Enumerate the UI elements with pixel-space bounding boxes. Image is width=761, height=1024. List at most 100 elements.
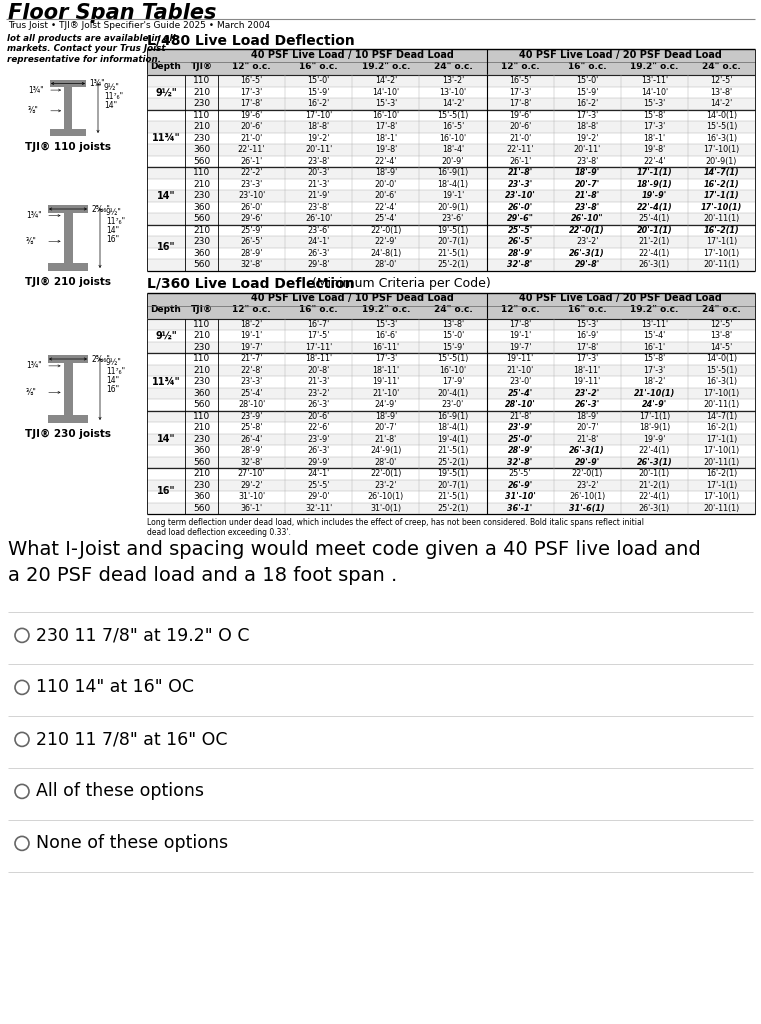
Text: 17'-10(1): 17'-10(1) (701, 203, 742, 212)
Text: 21'-2(1): 21'-2(1) (638, 480, 670, 489)
Text: 17'-3': 17'-3' (240, 88, 263, 96)
Text: 16": 16" (157, 486, 175, 496)
Text: 23'-2': 23'-2' (576, 238, 598, 246)
Text: 25'-9': 25'-9' (240, 225, 263, 234)
Text: 15'-4': 15'-4' (643, 331, 665, 340)
Bar (147, 445, 755, 457)
Text: 24'-9': 24'-9' (642, 400, 667, 410)
Text: 25'-2(1): 25'-2(1) (437, 504, 469, 513)
Text: 15'-5(1): 15'-5(1) (438, 111, 469, 120)
Text: TJI® 210 joists: TJI® 210 joists (25, 278, 111, 287)
Text: 14": 14" (104, 101, 117, 110)
Text: Long term deflection under dead load, which includes the effect of creep, has no: Long term deflection under dead load, wh… (147, 518, 644, 538)
Text: 28'-10': 28'-10' (505, 400, 536, 410)
Text: 20'-7': 20'-7' (575, 180, 600, 188)
Text: 22'-6': 22'-6' (307, 423, 330, 432)
Text: 17'-10(1): 17'-10(1) (703, 493, 740, 502)
Text: 19'-9': 19'-9' (642, 191, 667, 201)
Text: 22'-8': 22'-8' (240, 366, 263, 375)
Bar (147, 457, 755, 468)
Text: 26'-5': 26'-5' (240, 238, 263, 246)
Text: 360: 360 (193, 389, 210, 397)
Text: Floor Span Tables: Floor Span Tables (8, 3, 216, 23)
Text: 22'-0(1): 22'-0(1) (370, 469, 402, 478)
Text: 560: 560 (193, 400, 210, 410)
Text: 23'-0': 23'-0' (442, 400, 464, 410)
Text: 560: 560 (193, 214, 210, 223)
Text: 29'-6': 29'-6' (240, 214, 263, 223)
Text: 21'-3': 21'-3' (307, 180, 330, 188)
Bar (147, 98, 755, 110)
Bar (147, 330, 755, 341)
Text: 210: 210 (193, 366, 210, 375)
Text: 9½": 9½" (155, 331, 177, 341)
Text: 17'-3': 17'-3' (509, 88, 531, 96)
Text: 16'-10': 16'-10' (439, 366, 466, 375)
Text: 26'-10': 26'-10' (305, 214, 333, 223)
Text: 14'-7(1): 14'-7(1) (704, 168, 739, 177)
Text: All of these options: All of these options (36, 782, 204, 801)
Text: 20'-11(1): 20'-11(1) (703, 214, 740, 223)
Bar (147, 365, 755, 376)
Bar (147, 248, 755, 259)
Text: 28'-0': 28'-0' (374, 458, 397, 467)
Bar (147, 213, 755, 224)
Text: 26'-3(1): 26'-3(1) (638, 504, 670, 513)
Text: 19.2" o.c.: 19.2" o.c. (630, 62, 679, 71)
Text: 26'-9': 26'-9' (508, 480, 533, 489)
Text: 22'-0(1): 22'-0(1) (370, 225, 402, 234)
Text: 17'-10(1): 17'-10(1) (703, 389, 740, 397)
Text: 17'-5': 17'-5' (307, 331, 330, 340)
Text: 13'-10': 13'-10' (439, 88, 466, 96)
Text: 19.2" o.c.: 19.2" o.c. (630, 305, 679, 314)
Text: 26'-3': 26'-3' (307, 446, 330, 456)
Text: 22'-4': 22'-4' (374, 157, 397, 166)
Text: 210: 210 (193, 331, 210, 340)
Text: 230 11 7/8" at 19.2" O C: 230 11 7/8" at 19.2" O C (36, 627, 250, 644)
Text: TJI® 110 joists: TJI® 110 joists (25, 142, 111, 153)
Text: 16" o.c.: 16" o.c. (299, 62, 338, 71)
Text: 26'-3(1): 26'-3(1) (636, 458, 672, 467)
Text: 230: 230 (193, 377, 210, 386)
Bar (147, 387, 755, 399)
Text: 20'-9(1): 20'-9(1) (438, 203, 469, 212)
Text: 25'-0': 25'-0' (508, 435, 533, 443)
Text: 18'-4': 18'-4' (442, 145, 464, 155)
Text: 18'-11': 18'-11' (305, 354, 333, 364)
Bar (147, 202, 755, 213)
Text: 14'-0(1): 14'-0(1) (706, 354, 737, 364)
Text: 20'-7(1): 20'-7(1) (438, 238, 469, 246)
Text: 560: 560 (193, 504, 210, 513)
Text: 230: 230 (193, 99, 210, 109)
Text: 14": 14" (106, 376, 119, 385)
Text: lot all products are available in all
markets. Contact your Trus Joist
represent: lot all products are available in all ma… (7, 34, 176, 63)
Text: 20'-9(1): 20'-9(1) (705, 157, 737, 166)
Text: 32'-8': 32'-8' (508, 458, 533, 467)
Text: 24'-1': 24'-1' (307, 469, 330, 478)
Text: 16'-9(1): 16'-9(1) (438, 412, 469, 421)
Text: 9½": 9½" (155, 87, 177, 97)
Text: 23'-9': 23'-9' (508, 423, 533, 432)
Bar (147, 411, 755, 422)
Text: What I-Joist and spacing would meet code given a 40 PSF live load and: What I-Joist and spacing would meet code… (8, 540, 701, 559)
Text: 24" o.c.: 24" o.c. (434, 305, 473, 314)
Text: 26'-3(1): 26'-3(1) (569, 249, 605, 258)
Text: 17'-8': 17'-8' (509, 319, 531, 329)
Text: 23'-2': 23'-2' (374, 480, 397, 489)
Text: 25'-4': 25'-4' (374, 214, 397, 223)
Bar (147, 49, 755, 75)
Text: 21'-8': 21'-8' (509, 412, 531, 421)
Text: 18'-11': 18'-11' (372, 366, 400, 375)
Bar (147, 224, 755, 236)
Bar (147, 479, 755, 490)
Text: 16'-10': 16'-10' (439, 134, 466, 142)
Text: 360: 360 (193, 249, 210, 258)
Text: TJI® 230 joists: TJI® 230 joists (25, 429, 111, 439)
Text: 17'-8': 17'-8' (509, 99, 531, 109)
Text: 19'-5(1): 19'-5(1) (438, 225, 469, 234)
Bar (147, 132, 755, 144)
Text: 13'-11': 13'-11' (641, 76, 668, 85)
Text: 9½": 9½" (106, 358, 122, 367)
Text: 22'-4(1): 22'-4(1) (638, 249, 670, 258)
Text: 18'-8': 18'-8' (576, 122, 598, 131)
